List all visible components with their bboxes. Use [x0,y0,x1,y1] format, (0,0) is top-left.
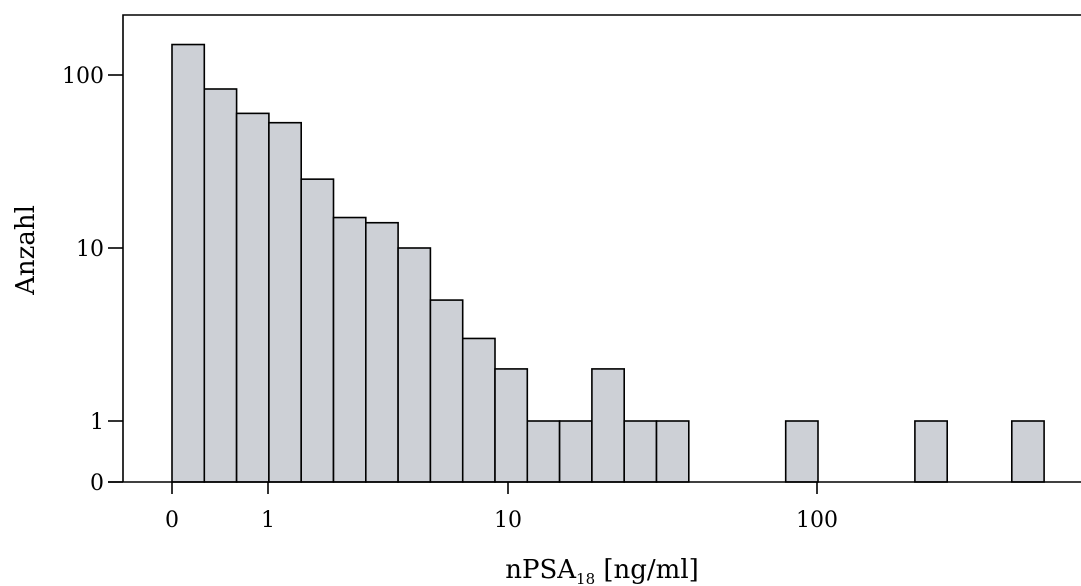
histogram-bar [332,216,367,483]
histogram-bar [364,221,399,483]
y-ticks-layer: 0 1 10 100 [62,64,123,496]
bars-layer [171,43,1045,483]
histogram-bar [526,420,561,483]
x-tick-label: 1 [261,508,275,533]
x-axis-title-subscript: 18 [576,570,595,586]
histogram-bar [300,178,335,483]
x-ticks-layer: 0 1 10 100 [165,482,838,533]
histogram-bar [494,368,529,483]
plot-frame [122,14,1081,482]
histogram-bar [591,368,626,483]
histogram-bar [914,420,949,483]
histogram-bar [397,247,432,483]
histogram-bar [268,121,302,483]
histogram-bar [784,420,819,483]
histogram-bar [558,420,593,483]
y-tick-label: 1 [90,410,104,435]
x-tick-label: 10 [494,508,522,533]
y-tick-label: 0 [90,471,104,496]
histogram-bar [203,88,238,483]
x-axis-title-main: nPSA [505,555,577,585]
histogram-bar [623,420,658,483]
histogram-bar [235,112,270,483]
x-tick-label: 0 [165,508,179,533]
y-tick-label: 10 [76,237,104,262]
histogram-bar [171,43,206,483]
histogram-bar [1010,420,1045,483]
y-axis-title: Anzahl [11,205,41,296]
x-axis-title-unit: [ng/ml] [595,555,699,585]
x-axis-title: nPSA18 [ng/ml] [505,555,699,586]
histogram-bar [461,337,496,483]
histogram-bar [655,420,690,483]
y-tick-label: 100 [62,64,104,89]
x-tick-label: 100 [796,508,838,533]
histogram-bar [429,299,464,483]
